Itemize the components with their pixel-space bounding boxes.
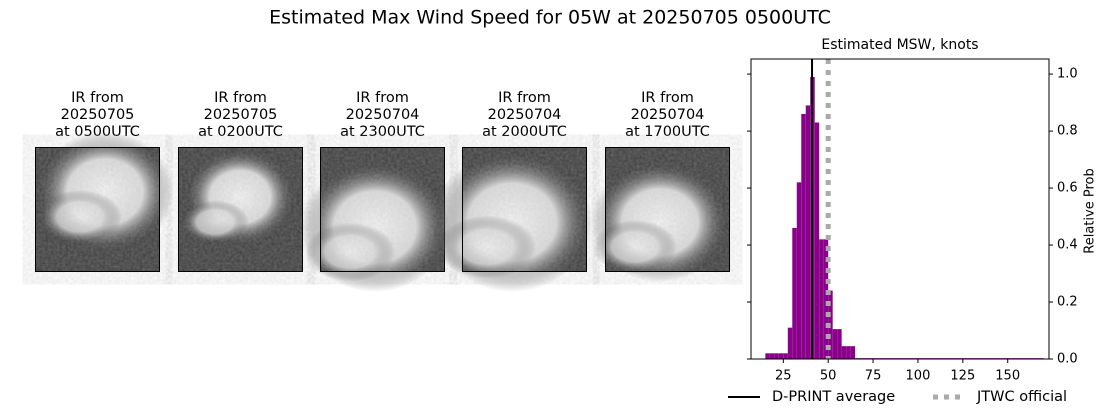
panel-caption: 20250704 bbox=[631, 107, 705, 123]
bar bbox=[846, 346, 851, 359]
satellite-image bbox=[35, 132, 174, 272]
chart-title: Estimated MSW, knots bbox=[821, 37, 978, 53]
bar bbox=[801, 113, 806, 360]
bar bbox=[783, 353, 788, 359]
panel-caption: IR from bbox=[641, 90, 694, 106]
panel-caption: IR from bbox=[356, 90, 409, 106]
bar bbox=[774, 353, 779, 359]
bar bbox=[792, 227, 797, 359]
bar bbox=[837, 329, 842, 359]
bar bbox=[823, 239, 829, 359]
satellite-image bbox=[431, 147, 593, 292]
bar bbox=[841, 346, 847, 359]
x-tick-label: 75 bbox=[865, 369, 882, 384]
bar bbox=[787, 327, 793, 359]
y-tick-label: 0.6 bbox=[1057, 181, 1078, 196]
x-tick-label: 100 bbox=[906, 369, 931, 384]
bar bbox=[832, 329, 838, 359]
x-tick-label: 50 bbox=[820, 369, 837, 384]
panel-caption: 20250705 bbox=[204, 107, 278, 123]
panel-caption: at 1700UTC bbox=[625, 124, 710, 140]
histogram-chart: Estimated MSW, knots D-PRINT average JTWC … bbox=[728, 37, 1098, 405]
bar bbox=[796, 182, 802, 359]
y-tick-label: 1.0 bbox=[1057, 67, 1078, 82]
panel-caption: at 0200UTC bbox=[198, 124, 283, 140]
satellite-image bbox=[178, 147, 303, 272]
panel-caption: IR from bbox=[498, 90, 551, 106]
page-title: Estimated Max Wind Speed for 05W at 2025… bbox=[269, 7, 831, 29]
y-tick-label: 0.4 bbox=[1057, 238, 1078, 253]
panel-caption: IR from bbox=[71, 90, 124, 106]
y-axis-label: Relative Prob bbox=[1083, 168, 1098, 253]
panel-caption: at 2000UTC bbox=[482, 124, 567, 140]
image-grain bbox=[35, 147, 160, 272]
panel-caption: at 2300UTC bbox=[340, 124, 425, 140]
panel-caption: 20250705 bbox=[61, 107, 135, 123]
satellite-image bbox=[591, 147, 730, 282]
bar bbox=[765, 353, 770, 359]
y-tick-label: 0.8 bbox=[1057, 124, 1078, 139]
panel-caption: 20250704 bbox=[346, 107, 420, 123]
image-frame bbox=[35, 147, 160, 272]
bar bbox=[819, 239, 824, 359]
image-grain bbox=[178, 147, 303, 272]
image-frame bbox=[178, 147, 303, 272]
y-tick-label: 0.0 bbox=[1057, 352, 1078, 367]
bar bbox=[805, 105, 811, 359]
plot-frame bbox=[750, 58, 1050, 360]
satellite-image bbox=[300, 147, 450, 292]
image-frame bbox=[605, 147, 730, 272]
image-grain bbox=[320, 147, 445, 272]
bar bbox=[850, 346, 856, 359]
x-tick-label: 150 bbox=[995, 369, 1020, 384]
panel-caption: 20250704 bbox=[488, 107, 562, 123]
bar bbox=[778, 353, 784, 359]
bar bbox=[814, 122, 820, 359]
legend-label: D-PRINT average bbox=[772, 389, 895, 405]
image-frame bbox=[462, 147, 587, 272]
legend-label: JTWC official bbox=[976, 389, 1067, 405]
y-tick-label: 0.2 bbox=[1057, 295, 1078, 310]
bar bbox=[769, 353, 775, 359]
panel-caption: IR from bbox=[214, 90, 267, 106]
image-grain bbox=[605, 147, 730, 272]
x-tick-label: 125 bbox=[950, 369, 975, 384]
image-grain bbox=[462, 147, 587, 272]
x-tick-label: 25 bbox=[775, 369, 792, 384]
